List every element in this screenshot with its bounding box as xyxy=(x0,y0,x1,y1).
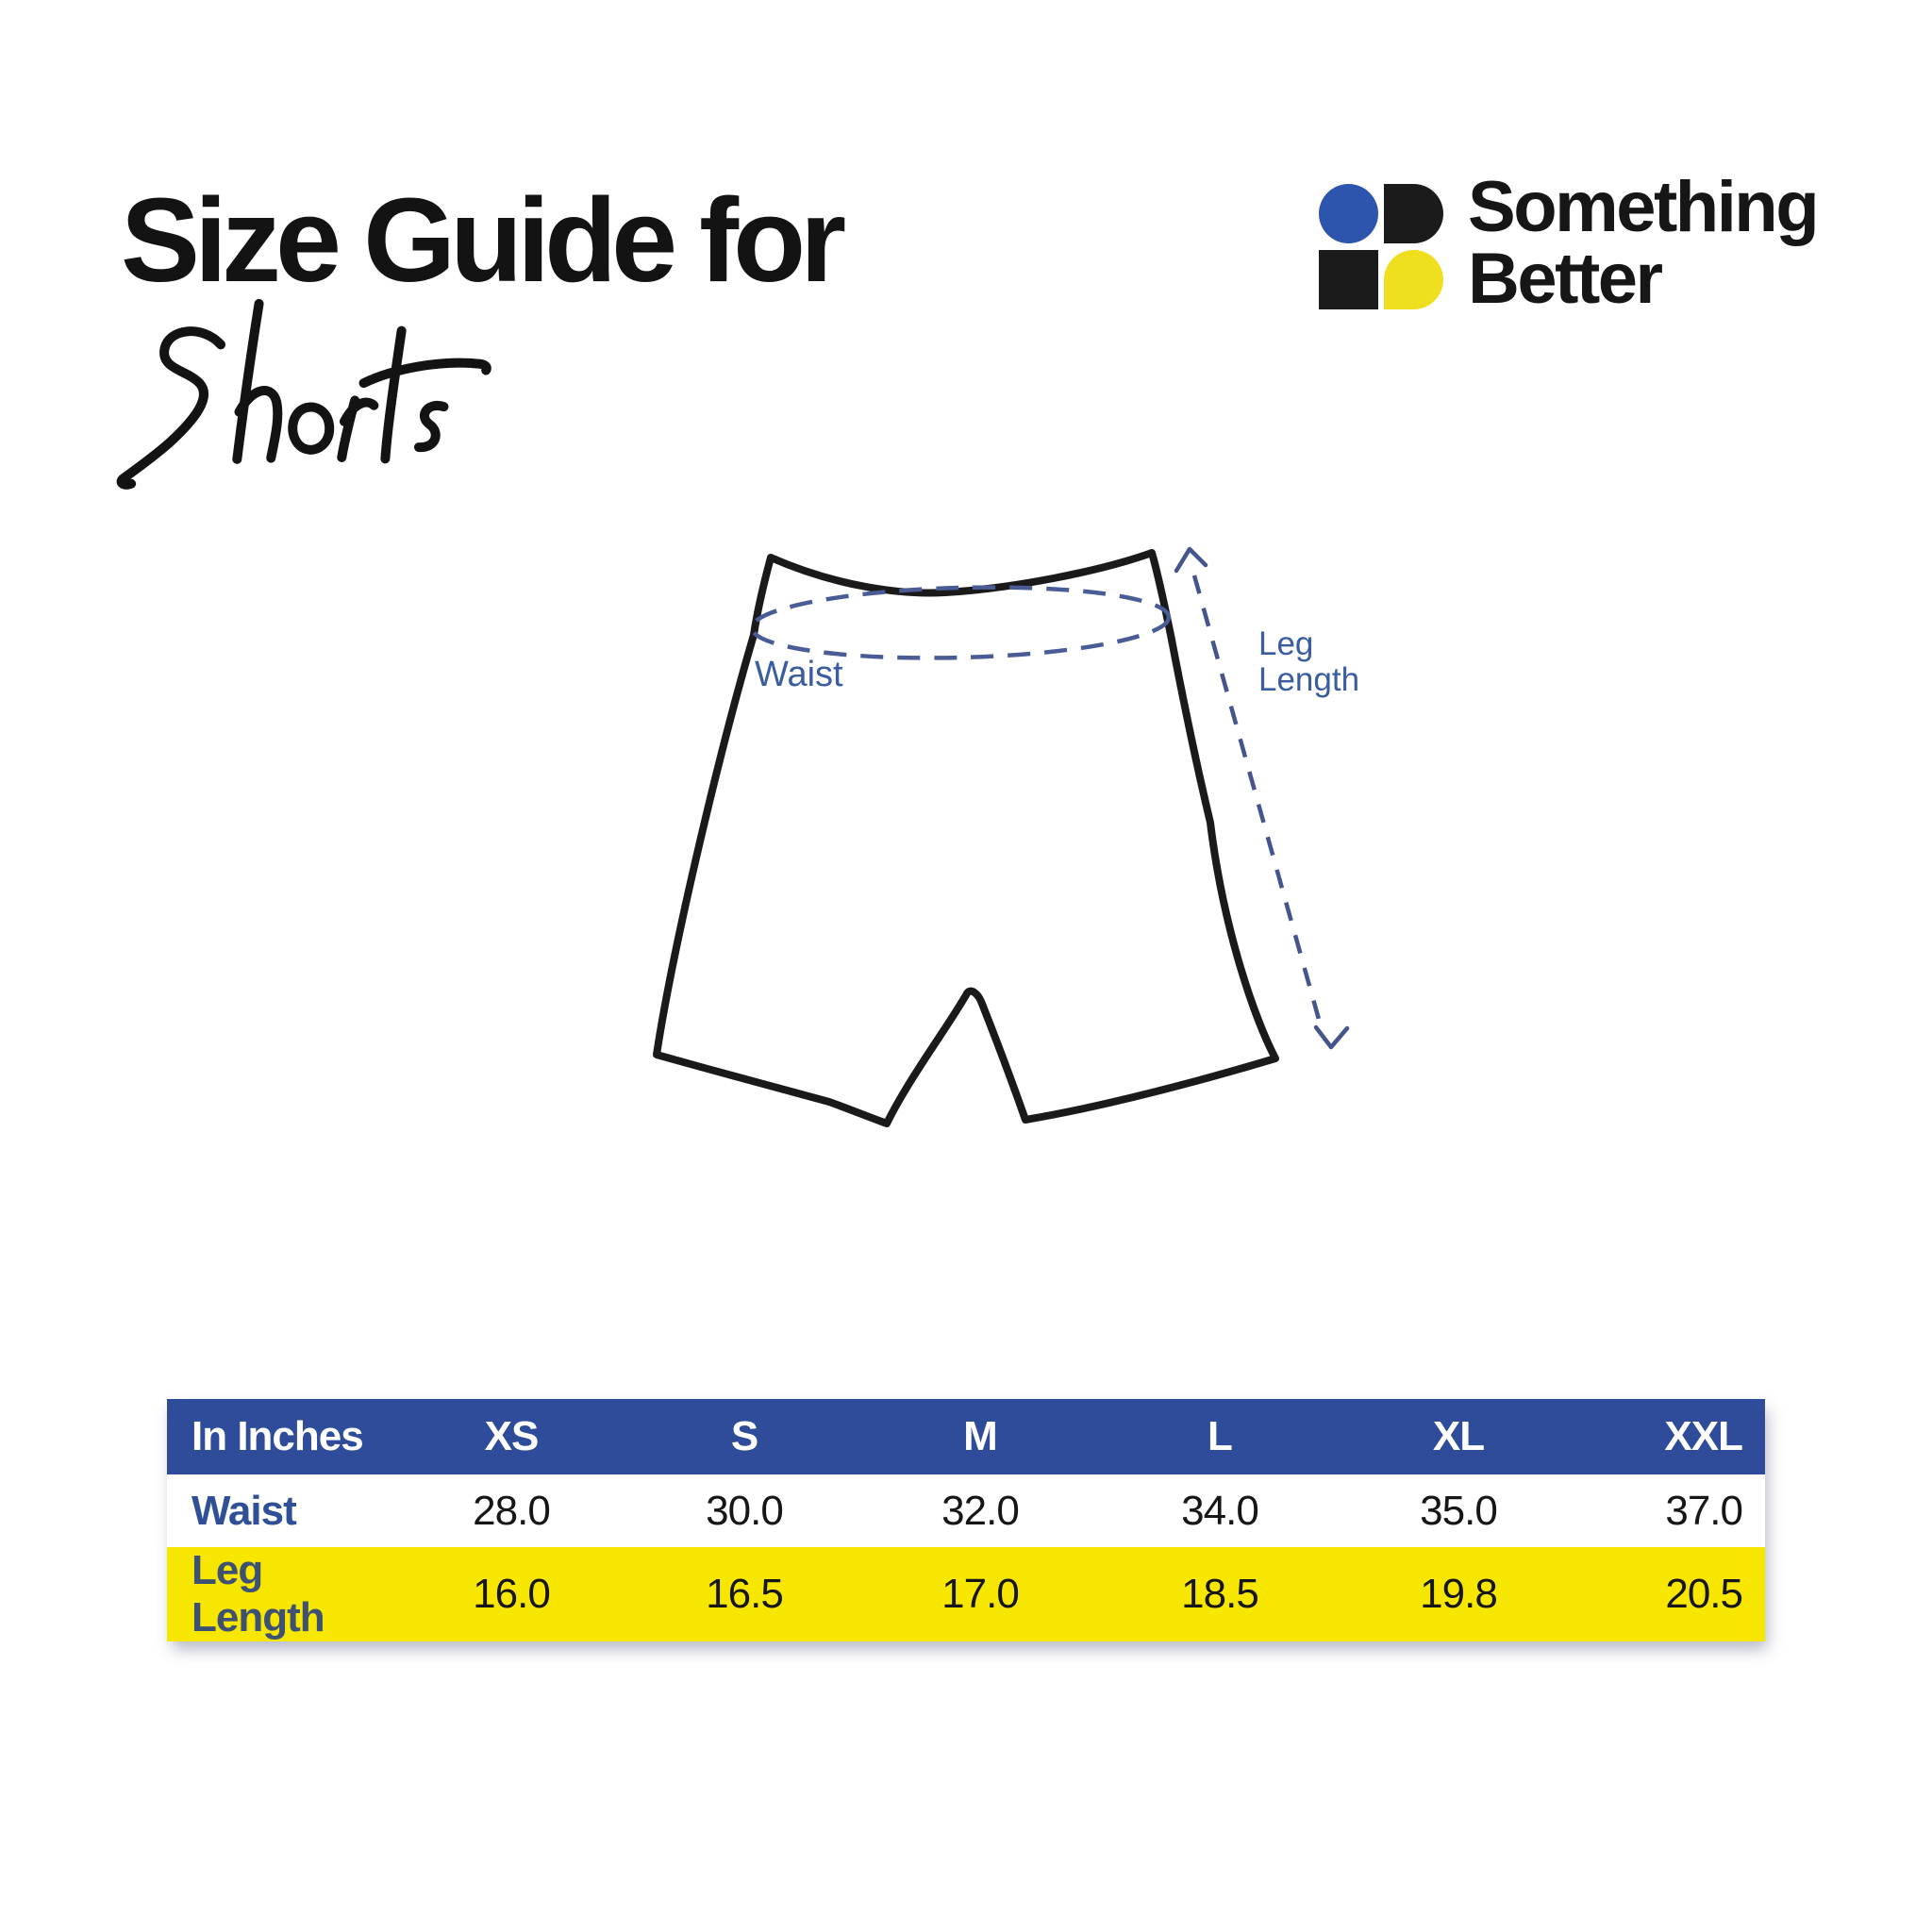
leg-length-measure-line xyxy=(1191,575,1323,1024)
size-header-cell-l: L xyxy=(1208,1413,1233,1459)
brand-name-line2: Better xyxy=(1468,239,1663,319)
size-header-cell-xxl: XXL xyxy=(1664,1413,1743,1459)
table-row-leg-length: Leg Length 16.0 16.5 17.0 18.5 19.8 20.5 xyxy=(167,1547,1765,1641)
handwritten-shorts-word xyxy=(116,298,491,490)
page-title-script-text: Shorts xyxy=(0,0,1,1)
value-cell-xs: 28.0 xyxy=(473,1487,551,1534)
row-label-cell: Waist xyxy=(192,1487,297,1534)
size-table: In Inches XS S M L XL XXL Waist 28.0 30.0 32.0 34.… xyxy=(167,1399,1765,1641)
shorts-outline xyxy=(653,549,1279,1127)
arrowhead-up-icon xyxy=(1174,546,1208,574)
value-cell-xxl: 20.5 xyxy=(1665,1571,1743,1617)
value-cell-xl: 35.0 xyxy=(1420,1487,1498,1534)
size-header-cell-xl: XL xyxy=(1432,1413,1485,1459)
size-header-cell-m: M xyxy=(963,1413,998,1459)
brand-logo-mark xyxy=(1319,184,1446,311)
value-cell-s: 30.0 xyxy=(706,1487,784,1534)
brand-name: Something Better xyxy=(1468,167,1820,319)
size-header-cell-xs: XS xyxy=(484,1413,540,1459)
leg-length-label-line1: Leg xyxy=(1258,625,1313,662)
value-cell-xs: 16.0 xyxy=(473,1571,551,1617)
table-row-waist: Waist 28.0 30.0 32.0 34.0 35.0 37.0 xyxy=(167,1474,1765,1547)
waist-label: Waist xyxy=(755,655,843,694)
brand-name-line1: Something xyxy=(1468,167,1820,247)
size-table-body: Waist 28.0 30.0 32.0 34.0 35.0 37.0 Leg Length 1… xyxy=(167,1474,1765,1641)
value-cell-s: 16.5 xyxy=(706,1571,784,1617)
logo-circle-icon xyxy=(1319,184,1378,243)
logo-square-icon xyxy=(1319,250,1378,309)
size-header-cell-s: S xyxy=(730,1413,758,1459)
page-title: Size Guide for xyxy=(121,174,846,307)
value-cell-l: 34.0 xyxy=(1181,1487,1259,1534)
value-cell-xxl: 37.0 xyxy=(1665,1487,1743,1534)
leg-length-label-line2: Length xyxy=(1258,661,1359,698)
unit-header-cell: In Inches xyxy=(192,1413,364,1459)
value-cell-xl: 19.8 xyxy=(1420,1571,1498,1617)
row-label-cell: Leg Length xyxy=(192,1547,325,1641)
table-header-row: In Inches XS S M L XL XXL xyxy=(167,1399,1765,1474)
value-cell-l: 18.5 xyxy=(1181,1571,1259,1617)
value-cell-m: 17.0 xyxy=(941,1571,1020,1617)
logo-drop-icon xyxy=(1384,250,1443,309)
size-table-container: In Inches XS S M L XL XXL Waist 28.0 30.0 32.0 34.… xyxy=(167,1399,1765,1641)
arrowhead-down-icon xyxy=(1313,1024,1350,1050)
shorts-measurement-diagram: Waist Leg Length xyxy=(653,546,1359,1127)
size-table-header: In Inches XS S M L XL XXL xyxy=(167,1399,1765,1474)
logo-d-shape-icon xyxy=(1384,184,1443,243)
value-cell-m: 32.0 xyxy=(941,1487,1020,1534)
waist-measure-ellipse xyxy=(749,585,1172,660)
